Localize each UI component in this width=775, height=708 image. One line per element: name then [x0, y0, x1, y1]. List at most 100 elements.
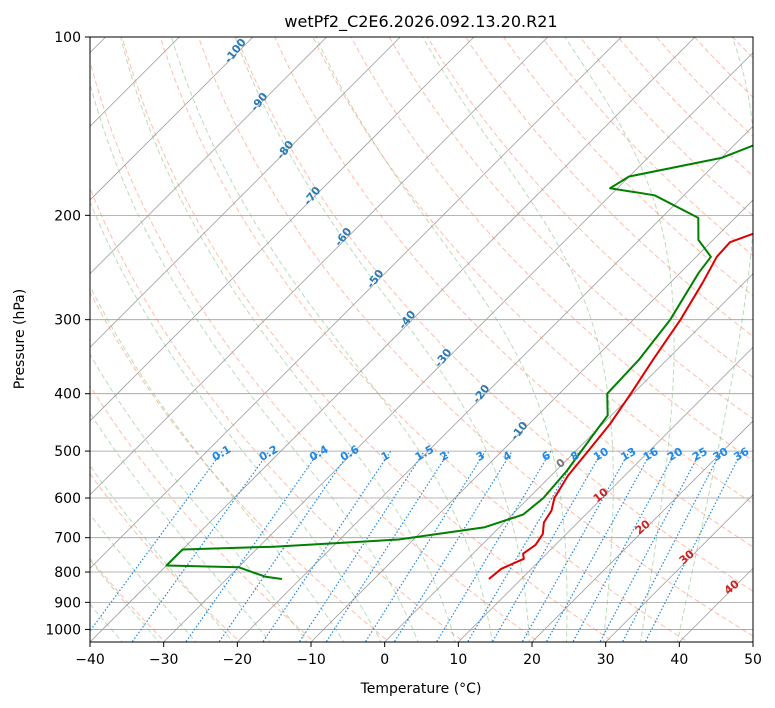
mixing-ratio-label: 10: [591, 445, 611, 464]
dry-adiabat-line: [197, 37, 753, 637]
moist-adiabat-label: -40: [396, 308, 419, 332]
mixing-ratio-line: [364, 450, 486, 642]
x-tick-label: 10: [449, 652, 467, 668]
dry-adiabat-line: [426, 37, 753, 378]
y-tick-label: 800: [54, 565, 81, 581]
dry-adiabat-line: [655, 37, 753, 138]
y-tick-label: 500: [54, 444, 81, 460]
isotherm-line: [90, 37, 401, 348]
mixing-ratio-line: [325, 450, 450, 642]
mixing-ratio-label: 25: [690, 445, 710, 464]
dewpoint-profile-line: [165, 144, 753, 580]
mixing-ratio-line: [90, 450, 223, 632]
moist-adiabat-line: [90, 81, 419, 642]
iso-label-layer: 0.1 0.2 0.4 0.6 1 1.5 2 3 4 6 8 10 13 16 20 25 30 36-100-…: [210, 36, 752, 597]
isotherm-line: [90, 37, 622, 569]
y-axis: 100 200 300 400 500 600 700 800 900 1000: [45, 30, 90, 638]
mixing-ratio-label: 0.2: [257, 443, 280, 464]
moist-adiabat-label: -100: [222, 36, 249, 66]
dry-adiabat-line: [90, 472, 241, 642]
x-tick-label: 30: [597, 652, 615, 668]
mixing-ratio-line: [644, 450, 743, 642]
isotherm-line: [90, 37, 696, 642]
mixing-ratio-line: [131, 450, 270, 642]
dry-adiabat-line: [274, 37, 753, 548]
mixing-ratio-line: [435, 450, 552, 642]
moist-adiabat-label: -30: [432, 346, 455, 370]
dry-adiabat-line: [90, 186, 465, 642]
moist-adiabat-line: [564, 37, 675, 642]
moist-adiabat-line: [90, 412, 271, 642]
dry-adiabat-label: 20: [633, 517, 653, 537]
moist-adiabat-line: [422, 37, 614, 642]
x-tick-label: 50: [744, 652, 762, 668]
dry-adiabat-line: [90, 291, 391, 642]
y-tick-label: 200: [54, 208, 81, 224]
mixing-ratio-label: 16: [641, 445, 661, 464]
dry-adiabat-line: [617, 37, 753, 177]
dry-adiabat-line: [464, 37, 753, 337]
temperature-profile-line: [488, 232, 753, 580]
mixing-ratio-line: [218, 450, 351, 642]
isotherm-line: [679, 567, 753, 642]
x-axis-label: Temperature (°C): [360, 681, 482, 697]
y-tick-label: 300: [54, 313, 81, 329]
y-tick-label: 400: [54, 387, 81, 403]
mixing-ratio-line: [621, 450, 722, 642]
dry-adiabat-line: [159, 37, 690, 642]
isotherm-line: [163, 52, 753, 642]
mixing-ratio-label: 13: [619, 445, 639, 464]
isotherm-line: [90, 37, 548, 496]
isotherm-line: [458, 346, 753, 642]
mixing-ratio-label: 0.1: [210, 443, 233, 464]
plot-frame: [89, 36, 754, 643]
y-tick-label: 600: [54, 491, 81, 507]
mixing-ratio-line: [393, 450, 513, 642]
x-tick-label: −20: [223, 652, 253, 668]
dry-adiabat-line: [312, 37, 753, 505]
moist-adiabat-line: [90, 353, 308, 642]
series-layer: [165, 144, 753, 580]
chart-title: wetPf2_C2E6.2026.092.13.20.R21: [284, 12, 557, 32]
y-tick-label: 1000: [45, 622, 81, 638]
x-tick-label: −10: [296, 652, 326, 668]
moist-adiabat-label: -10: [508, 419, 531, 443]
x-tick-label: −30: [149, 652, 179, 668]
isotherm-line: [384, 273, 753, 642]
isotherm-line: [310, 199, 753, 642]
mixing-ratio-line: [466, 450, 580, 642]
mixing-ratio-line: [491, 450, 603, 642]
background-lines: [90, 32, 775, 645]
x-tick-label: 20: [523, 652, 541, 668]
y-tick-label: 100: [54, 30, 81, 46]
isotherm-line: [237, 125, 753, 642]
x-axis: −40 −30 −20 −10 0 10 20 30 40 50: [75, 642, 762, 668]
mixing-ratio-line: [298, 450, 425, 642]
isotherm-line: [752, 641, 753, 642]
y-tick-label: 700: [54, 531, 81, 547]
moist-adiabat-line: [90, 513, 197, 642]
moist-adiabat-label: -80: [274, 138, 297, 162]
moist-adiabat-label: -20: [470, 382, 493, 406]
isotherm-line: [531, 420, 753, 642]
dry-adiabat-line: [350, 37, 753, 462]
y-axis-label: Pressure (hPa): [12, 289, 28, 389]
y-tick-label: 900: [54, 595, 81, 611]
mixing-ratio-label: 1.5: [413, 443, 436, 464]
dry-adiabat-line: [579, 37, 753, 217]
isotherm-line: [90, 37, 254, 201]
moist-adiabat-line: [90, 464, 234, 642]
dry-adiabat-line: [388, 37, 753, 420]
moist-adiabat-label: -90: [248, 90, 271, 114]
dry-adiabat-line: [731, 37, 753, 59]
moist-adiabat-line: [315, 37, 568, 642]
x-tick-label: −40: [75, 652, 105, 668]
dry-adiabat-line: [766, 32, 775, 645]
dry-adiabat-line: [90, 59, 540, 642]
mixing-ratio-line: [185, 450, 320, 642]
dry-adiabat-line: [90, 384, 316, 642]
isotherm-line: [605, 494, 753, 642]
dry-adiabat-line: [503, 37, 753, 297]
moist-adiabat-line: [171, 37, 493, 642]
dry-adiabat-line: [121, 37, 615, 642]
